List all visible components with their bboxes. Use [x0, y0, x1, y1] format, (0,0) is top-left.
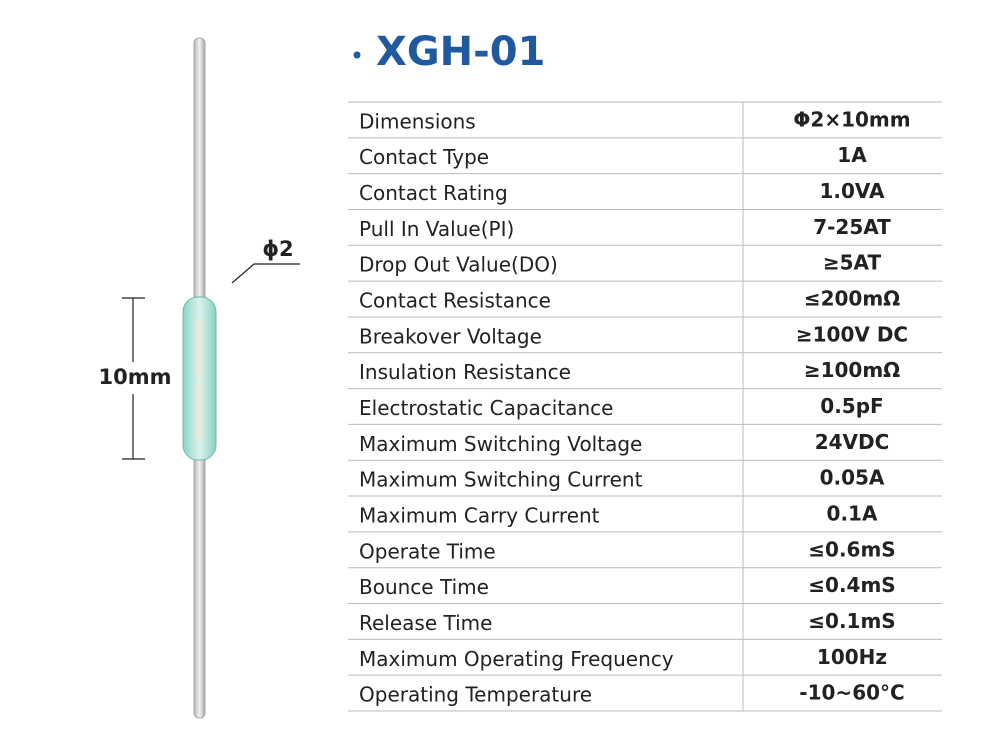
spec-label: Release Time: [359, 611, 492, 635]
label-bg: [96, 362, 174, 394]
spec-label: Operate Time: [359, 539, 496, 563]
spec-label: Drop Out Value(DO): [359, 253, 558, 277]
spec-label: Contact Rating: [359, 181, 508, 205]
spec-value: 1.0VA: [819, 179, 885, 203]
diameter-label: ϕ2: [262, 237, 293, 261]
leader-line: [231, 263, 300, 284]
spec-value: 1A: [837, 143, 867, 167]
spec-value: ≤0.1mS: [808, 609, 895, 633]
spec-label: Maximum Operating Frequency: [359, 647, 674, 671]
reed: [196, 318, 203, 378]
spec-table: Dimensions Φ2×10mm Contact Type 1A Contact R…: [348, 101, 942, 712]
spec-label: Operating Temperature: [359, 683, 592, 707]
length-label: 10mm: [99, 365, 172, 389]
title: XGH-01: [376, 29, 545, 75]
reed: [196, 382, 203, 440]
spec-label: Pull In Value(PI): [359, 217, 514, 241]
spec-value: ≤200mΩ: [804, 287, 900, 311]
spec-value: 100Hz: [817, 645, 887, 669]
spec-value: Φ2×10mm: [793, 107, 910, 131]
spec-label: Dimensions: [359, 109, 476, 133]
spec-label: Maximum Carry Current: [359, 503, 600, 527]
spec-label: Maximum Switching Current: [359, 468, 643, 492]
spec-value: ≥100V DC: [796, 322, 908, 346]
spec-value: ≥5AT: [823, 251, 882, 275]
spec-value: 24VDC: [815, 430, 890, 454]
spec-value: ≤0.4mS: [808, 573, 895, 597]
spec-label: Contact Resistance: [359, 289, 551, 313]
spec-value: ≥100mΩ: [804, 358, 900, 382]
spec-value: -10~60°C: [799, 681, 904, 705]
spec-label: Bounce Time: [359, 575, 489, 599]
spec-value: ≤0.6mS: [808, 537, 895, 561]
spec-value: 0.5pF: [820, 394, 883, 418]
spec-label: Electrostatic Capacitance: [359, 396, 613, 420]
spec-label: Insulation Resistance: [359, 360, 571, 384]
spec-value: 0.05A: [820, 466, 885, 490]
spec-label: Contact Type: [359, 145, 489, 169]
spec-value: 7-25AT: [813, 215, 891, 239]
spec-value: 0.1A: [827, 501, 878, 525]
spec-label: Maximum Switching Voltage: [359, 432, 642, 456]
glass-body: [182, 296, 217, 461]
spec-label: Breakover Voltage: [359, 324, 542, 348]
title-bullet: [353, 51, 361, 59]
